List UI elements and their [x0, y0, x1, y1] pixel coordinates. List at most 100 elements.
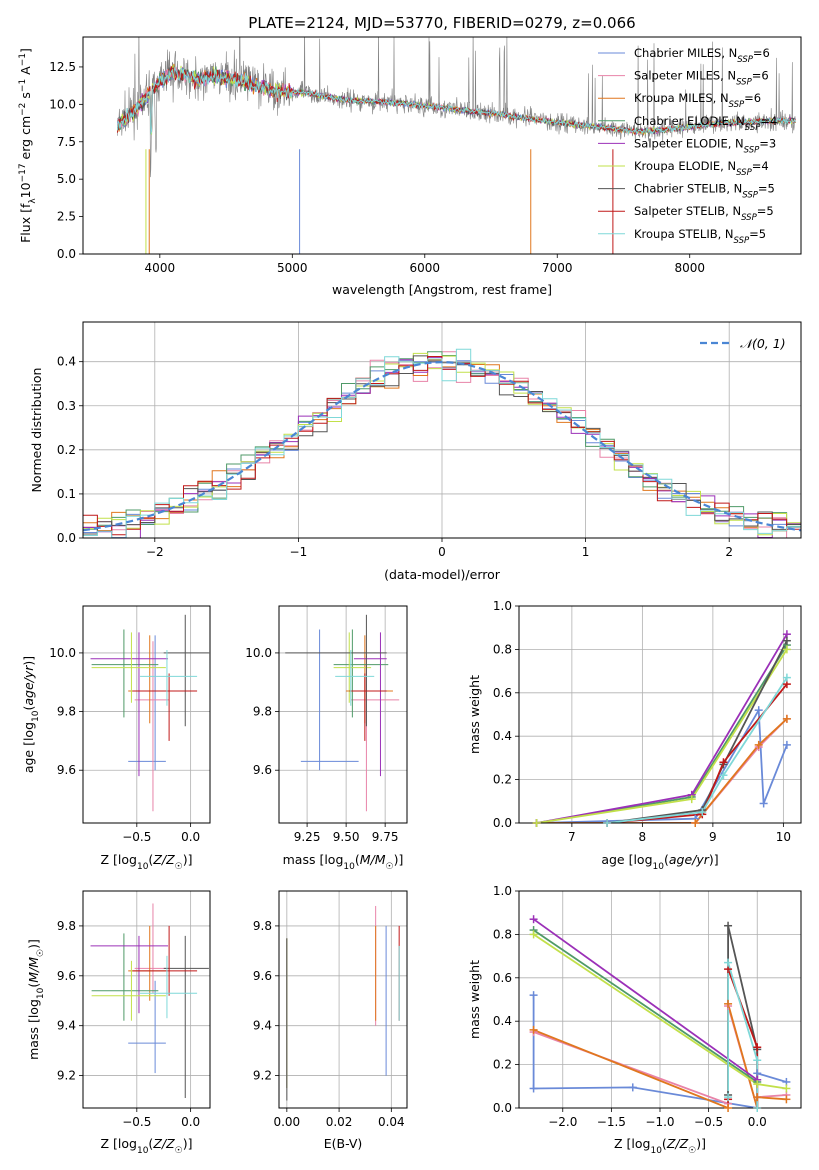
label-part: ☉ — [386, 862, 394, 872]
axes-frame — [82, 36, 802, 255]
weight-series-4 — [533, 918, 758, 1081]
y-tick-label: 9.2 — [57, 1069, 76, 1083]
weight-series-0 — [536, 707, 788, 823]
legend-sub: SSP — [736, 168, 752, 178]
legend-text: =6 — [752, 69, 769, 83]
label-part: ( — [148, 852, 153, 867]
y-tick-label: 9.4 — [57, 1019, 76, 1033]
legend-text: =4 — [760, 114, 777, 128]
x-tick-label: 0.00 — [273, 1115, 300, 1129]
legend-sub: SSP — [745, 123, 761, 133]
label-part: ( — [26, 983, 41, 988]
x-axis-label: Z [log10(Z/Z☉)] — [614, 1136, 706, 1156]
label-part: s — [18, 92, 33, 103]
x-tick-label: 9.25 — [294, 830, 321, 844]
x-tick-label: 6000 — [410, 261, 441, 275]
legend-text: =6 — [753, 46, 770, 60]
legend-text: Kroupa MILES, N — [634, 91, 729, 105]
label-part: A — [18, 66, 33, 79]
axes-age_vs_Z: −0.5 0.09.69.810.0Z [log10(Z/Z☉)]age [log… — [21, 605, 211, 872]
y-tick-label: 5.0 — [57, 172, 76, 186]
x-tick-label: 9.75 — [372, 830, 399, 844]
y-tick-label: 2.5 — [57, 210, 76, 224]
plot-area-massweight_vs_age — [519, 606, 801, 823]
label-part: mass [log — [283, 852, 344, 867]
label-part: Z/Z — [152, 852, 175, 867]
weight-series-8 — [606, 677, 788, 823]
y-axis-label: Normed distribution — [29, 368, 44, 493]
label-part: 10 — [650, 1146, 662, 1156]
y-tick-label: 9.8 — [253, 705, 272, 719]
x-axis-label: wavelength [Angstrom, rest frame] — [332, 282, 552, 297]
label-part: )] — [696, 1136, 706, 1151]
label-part: M/M — [26, 957, 41, 983]
y-axis-label: mass weight — [467, 675, 482, 754]
label-part: ☉ — [36, 949, 46, 957]
label-part: ☉ — [175, 862, 183, 872]
y-tick-label: 9.8 — [57, 919, 76, 933]
legend-sub: SSP — [741, 213, 757, 223]
legend-sub: SSP — [729, 100, 745, 110]
legend-entry: 𝒩(0, 1) — [740, 336, 786, 351]
x-axis-label: Z [log10(Z/Z☉)] — [101, 1136, 193, 1156]
axes-massweight_vs_Z: −2.0 −1.5 −1.0 −0.5 0.0 0.0 0.2 0.4 0.6 0.8 1.0 mas… — [467, 884, 802, 1156]
y-tick-label: 0.6 — [493, 971, 512, 985]
plot-area-spectrum — [116, 37, 796, 254]
y-tick-label: 0.0 — [493, 1101, 512, 1115]
y-tick-label: 9.2 — [253, 1069, 272, 1083]
x-tick-label: 9.50 — [333, 830, 360, 844]
legend-entry: Kroupa STELIB, NSSP=5 — [634, 227, 766, 246]
label-part: 10 — [343, 862, 355, 872]
y-tick-label: 0.0 — [57, 531, 76, 545]
x-axis-label: mass [log10(M/M☉)] — [283, 852, 404, 872]
y-tick-label: 9.4 — [253, 1019, 272, 1033]
label-part: ( — [355, 852, 360, 867]
x-tick-label: 7000 — [542, 261, 573, 275]
axes-frame — [82, 890, 211, 1109]
y-tick-label: 0.3 — [57, 399, 76, 413]
axes-frame — [518, 605, 802, 824]
x-tick-label: 0.0 — [181, 1115, 200, 1129]
y-tick-label: 1.0 — [493, 884, 512, 898]
y-tick-label: 9.8 — [57, 705, 76, 719]
axes-frame — [278, 890, 408, 1109]
x-tick-label: 10 — [776, 830, 791, 844]
label-part: )] — [183, 1136, 193, 1151]
label-part: age [log — [601, 852, 652, 867]
x-tick-label: 5000 — [277, 261, 308, 275]
legend-text: =4 — [752, 159, 769, 173]
axes-frame — [518, 890, 802, 1109]
y-tick-label: 10.0 — [49, 97, 76, 111]
axes-spectrum: 4000 5000 6000 7000 8000 0.0 2.5 5.0 7.5 10.0 12.5… — [18, 36, 802, 297]
weight-series-0 — [532, 995, 787, 1108]
label-part: erg cm — [18, 116, 33, 164]
spectrum-model-8 — [116, 67, 796, 135]
label-part: ( — [664, 852, 669, 867]
label-part: 10 — [31, 710, 41, 722]
x-tick-label: 4000 — [145, 261, 176, 275]
legend-sub: SSP — [736, 78, 752, 88]
legend-text: =3 — [759, 136, 776, 150]
plot-area-mass_vs_ebv — [279, 891, 407, 1108]
axes-mass_vs_ebv: 0.00 0.02 0.04 9.2 9.4 9.6 9.8 E(B-V) — [253, 890, 408, 1151]
plot-area-age_vs_mass — [279, 606, 407, 823]
legend-text: Kroupa ELODIE, N — [634, 159, 736, 173]
label-part: −17 — [18, 163, 28, 182]
label-part: Z/Z — [666, 1136, 689, 1151]
x-tick-label: −2 — [146, 545, 164, 559]
legend-entry: Chabrier MILES, NSSP=6 — [634, 46, 770, 65]
y-tick-label: 0.8 — [493, 927, 512, 941]
x-axis-label: age [log10(age/yr)] — [601, 852, 718, 872]
axes-frame — [278, 605, 408, 824]
label-part: age [log — [21, 722, 36, 773]
x-axis-label: (data-model)/error — [384, 567, 501, 582]
y-tick-label: 1.0 — [493, 599, 512, 613]
y-tick-label: 12.5 — [49, 60, 76, 74]
x-tick-label: −1 — [290, 545, 308, 559]
weight-series-3 — [533, 929, 758, 1083]
y-tick-label: 0.4 — [57, 355, 76, 369]
label-part: 10 — [18, 182, 33, 198]
y-tick-label: 9.6 — [253, 969, 272, 983]
weight-series-4 — [536, 633, 788, 823]
